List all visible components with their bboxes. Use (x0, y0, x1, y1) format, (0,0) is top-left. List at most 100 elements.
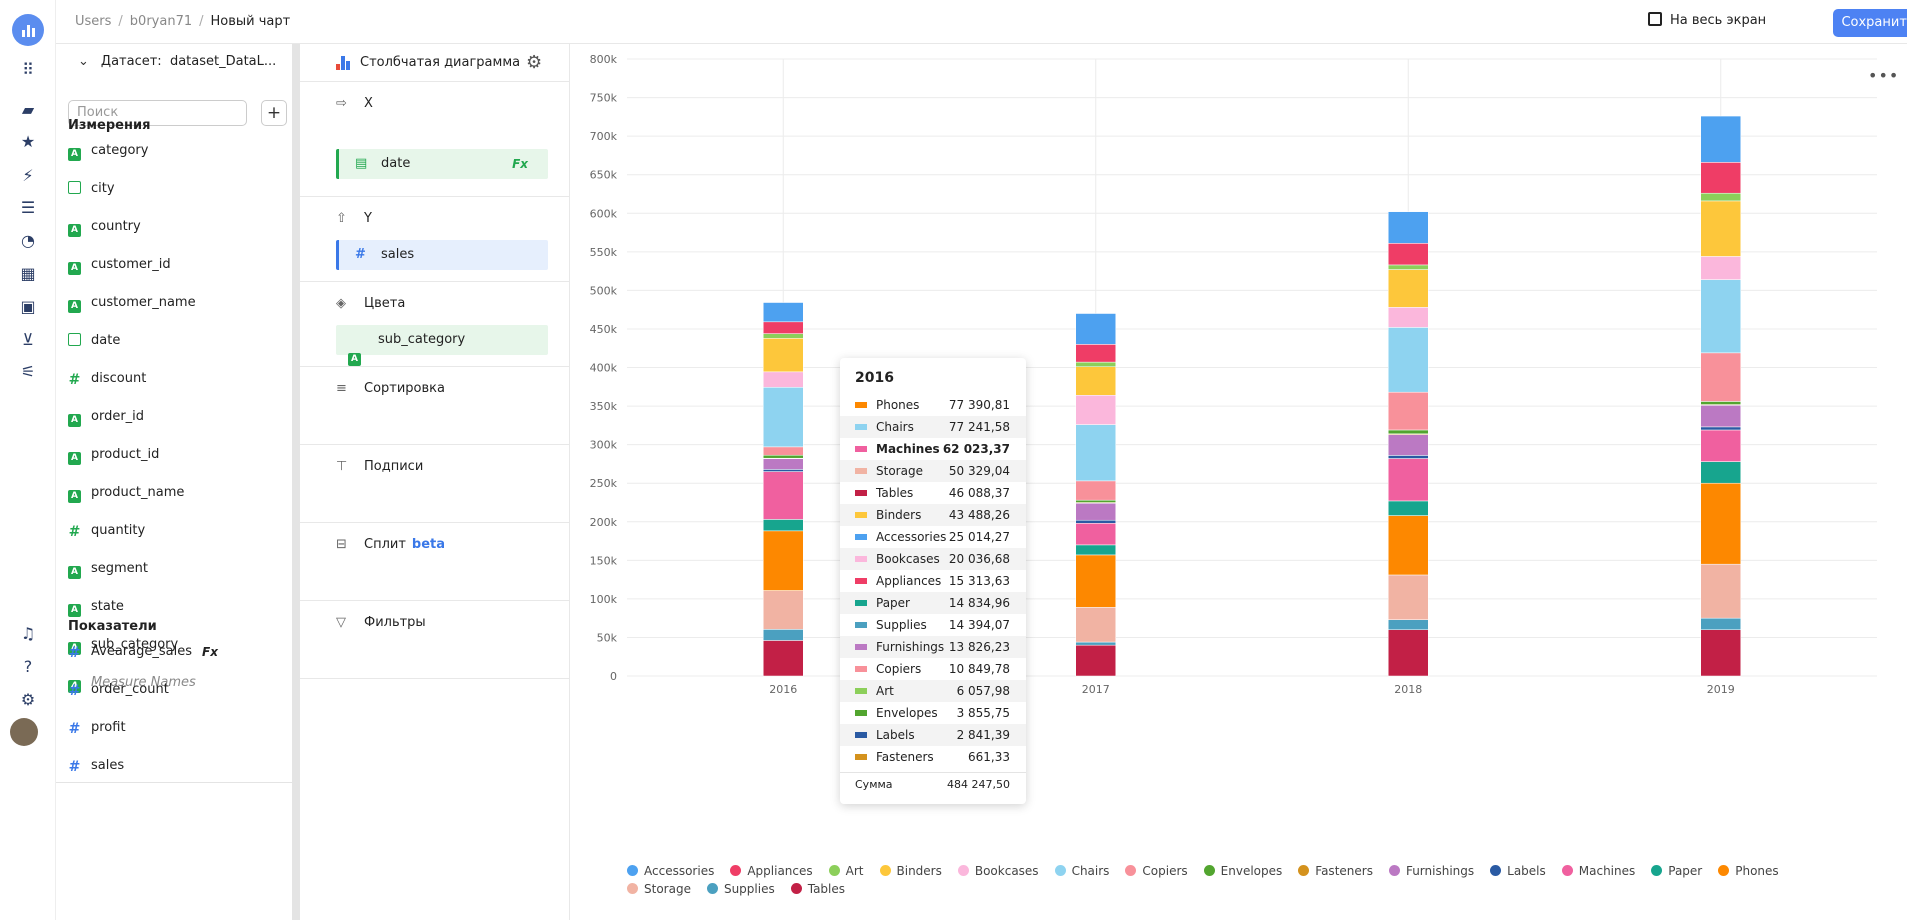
bar-segment-appliances[interactable] (1388, 243, 1429, 266)
bar-segment-furnishings[interactable] (1075, 502, 1116, 521)
dimension-field[interactable]: # quantity (68, 523, 146, 543)
bar-segment-bookcases[interactable] (763, 371, 804, 388)
avatar[interactable] (10, 718, 38, 746)
dimension-field[interactable]: date (68, 333, 120, 353)
bar-segment-binders[interactable] (763, 338, 804, 373)
bar-segment-art[interactable] (1700, 192, 1741, 202)
legend-item[interactable]: Paper (1651, 862, 1702, 880)
formula-icon[interactable]: Fx (512, 157, 528, 171)
pie-chart-icon[interactable]: ◔ (21, 231, 35, 250)
bar-segment-tables[interactable] (763, 640, 804, 677)
dimension-field[interactable]: city (68, 181, 115, 201)
breadcrumb-users[interactable]: Users (75, 14, 112, 29)
legend-item[interactable]: Envelopes (1203, 862, 1282, 880)
bar-segment-appliances[interactable] (763, 321, 804, 334)
bar-segment-binders[interactable] (1388, 269, 1429, 308)
bar-segment-bookcases[interactable] (1075, 395, 1116, 425)
bar-segment-labels[interactable] (1075, 519, 1116, 524)
bar-segment-binders[interactable] (1700, 200, 1741, 257)
bar-segment-copiers[interactable] (1075, 480, 1116, 501)
bar-segment-copiers[interactable] (763, 446, 804, 456)
bar-segment-bookcases[interactable] (1700, 256, 1741, 280)
legend-item[interactable]: Phones (1718, 862, 1779, 880)
bar-segment-furnishings[interactable] (763, 458, 804, 470)
settings-sliders-icon[interactable]: ⚟ (20, 362, 36, 381)
bar-segment-bookcases[interactable] (1388, 307, 1429, 328)
list-icon[interactable]: ☰ (20, 198, 36, 217)
formula-icon[interactable]: Fx (202, 645, 218, 659)
bar-segment-paper[interactable] (1700, 461, 1741, 484)
bar-segment-furnishings[interactable] (1700, 405, 1741, 428)
legend-item[interactable]: Supplies (706, 880, 775, 898)
dashboard-icon[interactable]: ▦ (20, 264, 36, 283)
save-button[interactable]: Сохранить (1833, 9, 1907, 37)
bar-segment-chairs[interactable] (1700, 279, 1741, 354)
measure-field[interactable]: # sales (68, 758, 125, 778)
y-field-chip[interactable]: # sales (336, 240, 548, 270)
bar-segment-storage[interactable] (1075, 607, 1116, 643)
bar-segment-art[interactable] (1075, 361, 1116, 367)
legend-item[interactable]: Fasteners (1298, 862, 1373, 880)
bar-segment-storage[interactable] (1388, 574, 1429, 620)
star-icon[interactable]: ★ (20, 132, 36, 151)
legend-item[interactable]: Chairs (1054, 862, 1109, 880)
bar-segment-binders[interactable] (1075, 366, 1116, 396)
bar-segment-tables[interactable] (1075, 644, 1116, 677)
dimension-field[interactable]: A Measure Names (68, 675, 196, 695)
bar-segment-envelopes[interactable] (1700, 401, 1741, 405)
bar-segment-accessories[interactable] (1388, 211, 1429, 244)
bar-segment-accessories[interactable] (1700, 115, 1741, 163)
legend-item[interactable]: Labels (1490, 862, 1546, 880)
bar-segment-paper[interactable] (763, 519, 804, 532)
well-filters[interactable]: ▽ Фильтры (300, 601, 570, 679)
fullscreen-button[interactable]: На весь экран (1648, 12, 1766, 34)
bar-segment-tables[interactable] (1388, 629, 1429, 677)
bar-segment-copiers[interactable] (1700, 352, 1741, 402)
gear-icon[interactable]: ⚙ (20, 690, 36, 709)
add-field-button[interactable]: + (261, 100, 287, 126)
bar-segment-paper[interactable] (1075, 544, 1116, 556)
bar-segment-copiers[interactable] (1388, 391, 1429, 431)
bar-segment-chairs[interactable] (1388, 327, 1429, 393)
bar-segment-envelopes[interactable] (1388, 429, 1429, 435)
well-labels[interactable]: ⊤ Подписи (300, 445, 570, 523)
bar-segment-supplies[interactable] (763, 629, 804, 641)
legend-item[interactable]: Furnishings (1388, 862, 1474, 880)
gear-icon[interactable]: ⚙ (526, 52, 543, 73)
image-icon[interactable]: ▣ (20, 297, 36, 316)
bar-segment-phones[interactable] (1700, 482, 1741, 565)
bar-segment-machines[interactable] (1075, 523, 1116, 546)
dataset-selector[interactable]: ⌄ Датасет: dataset_DataL... (78, 54, 277, 69)
legend-item[interactable]: Accessories (627, 862, 714, 880)
bar-segment-accessories[interactable] (1075, 313, 1116, 345)
bar-segment-chairs[interactable] (763, 387, 804, 448)
legend-item[interactable]: Bookcases (957, 862, 1039, 880)
bar-segment-machines[interactable] (1700, 429, 1741, 462)
chart-type-selector[interactable]: Столбчатая диаграмма ⚙ (300, 44, 570, 82)
datalens-logo-icon[interactable] (12, 14, 44, 46)
legend-item[interactable]: Storage (627, 880, 691, 898)
legend-item[interactable]: Art (828, 862, 864, 880)
well-sort[interactable]: ≡ Сортировка (300, 367, 570, 445)
search-input[interactable]: Поиск (68, 100, 247, 126)
bar-segment-phones[interactable] (1075, 554, 1116, 608)
lightning-icon[interactable]: ⚡ (22, 166, 34, 185)
folder-icon[interactable]: ▰ (21, 100, 35, 119)
bar-segment-machines[interactable] (763, 471, 804, 520)
bar-segment-chairs[interactable] (1075, 424, 1116, 482)
legend-item[interactable]: Appliances (730, 862, 813, 880)
bar-segment-envelopes[interactable] (1075, 499, 1116, 503)
measure-field[interactable]: # order_count (68, 682, 169, 702)
x-field-chip[interactable]: ▤ date Fx (336, 149, 548, 179)
bar-segment-labels[interactable] (1388, 455, 1429, 459)
